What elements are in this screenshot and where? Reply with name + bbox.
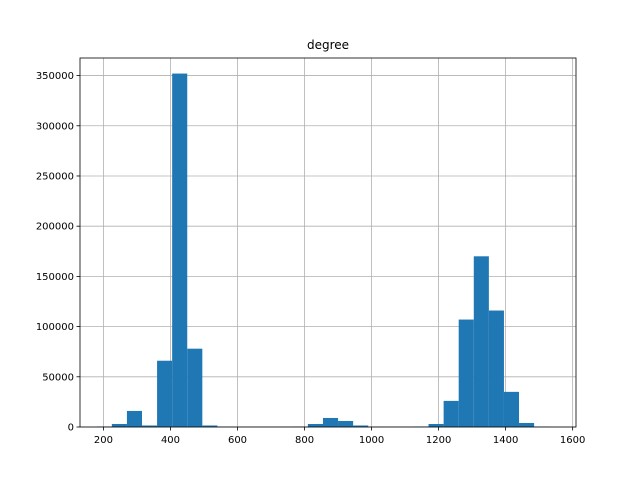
histogram-bar <box>187 348 203 427</box>
x-tick-label: 1000 <box>359 435 384 446</box>
histogram-bar <box>353 425 369 427</box>
histogram-bar <box>322 417 339 427</box>
histogram-bar <box>338 420 354 427</box>
histogram-bar <box>307 423 323 427</box>
y-tick-label: 350000 <box>36 71 74 82</box>
histogram-bar <box>126 410 142 427</box>
y-tick-label: 150000 <box>36 272 74 283</box>
grid-layer <box>80 58 576 428</box>
histogram-bar <box>488 310 504 427</box>
x-tick-label: 800 <box>295 435 314 446</box>
histogram-bar <box>142 425 158 427</box>
y-tick-label: 200000 <box>36 222 74 233</box>
x-tick-label: 1400 <box>493 435 518 446</box>
y-tick-label: 100000 <box>36 322 74 333</box>
y-tick-label: 250000 <box>36 171 74 182</box>
histogram-bar <box>428 423 444 427</box>
y-tick-layer: 0 50000 100000 150000 200000 250000 300000 3500… <box>36 71 80 434</box>
y-tick-label: 50000 <box>42 372 74 383</box>
histogram-bar <box>458 319 474 427</box>
histogram-bar <box>519 422 535 427</box>
histogram-bar <box>111 423 127 427</box>
chart-title: degree <box>307 38 349 52</box>
plot-frame <box>79 57 577 428</box>
x-tick-label: 1200 <box>426 435 451 446</box>
axes-layer <box>79 57 577 428</box>
histogram-bar <box>503 391 520 427</box>
x-tick-label: 200 <box>94 435 113 446</box>
y-tick-label: 0 <box>68 423 74 434</box>
histogram-bar <box>443 400 459 427</box>
bars-layer <box>96 73 550 427</box>
y-tick-label: 300000 <box>36 121 74 132</box>
x-tick-label: 600 <box>228 435 247 446</box>
histogram-bar <box>473 256 489 427</box>
histogram-bar <box>157 360 173 427</box>
x-tick-label: 400 <box>161 435 180 446</box>
histogram-bar <box>172 73 188 427</box>
x-tick-label: 1600 <box>560 435 585 446</box>
histogram-bar <box>202 425 218 427</box>
x-tick-layer: 200 400 600 800 1000 1200 1400 1600 <box>94 427 585 446</box>
